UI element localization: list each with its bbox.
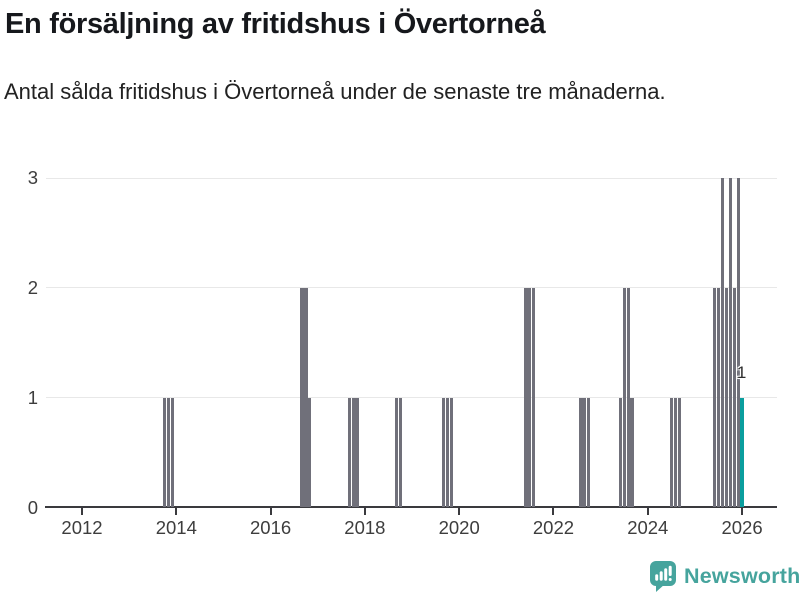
- bar: [579, 397, 583, 508]
- y-axis-label: 0: [27, 496, 38, 518]
- bar: [677, 397, 681, 508]
- y-axis-label: 2: [27, 276, 38, 298]
- x-axis-label: 2016: [250, 517, 292, 538]
- bar: [673, 397, 677, 508]
- bar: [736, 178, 740, 508]
- bar: [630, 397, 634, 508]
- bar: [170, 397, 174, 508]
- x-axis-label: 2026: [721, 517, 763, 538]
- bar: [622, 287, 626, 508]
- bar: [351, 397, 355, 508]
- bar: [524, 287, 528, 508]
- bar: [712, 287, 717, 508]
- x-axis-tick: [81, 508, 83, 515]
- bar: [728, 178, 732, 508]
- bar: [162, 397, 167, 508]
- x-axis-tick: [363, 508, 366, 515]
- newsworthy-speech-bubble-bar-chart-icon: [650, 561, 676, 592]
- newsworthy-logo: Newsworthy: [649, 560, 800, 593]
- bar: [587, 397, 591, 508]
- x-axis-line: [45, 506, 777, 508]
- chart-title: En försäljning av fritidshus i Övertorne…: [5, 8, 546, 40]
- bar: [347, 397, 351, 508]
- bar: [716, 287, 721, 508]
- bar: [308, 397, 312, 508]
- bar: [449, 397, 453, 508]
- bar: [528, 287, 532, 508]
- x-axis-label: 2018: [344, 517, 386, 538]
- bar: [618, 397, 622, 508]
- x-axis-tick: [552, 508, 555, 515]
- x-axis-label: 2014: [155, 517, 197, 538]
- newsworthy-logo-text: Newsworthy: [684, 564, 800, 588]
- x-axis-tick: [741, 508, 744, 515]
- x-axis-tick: [458, 508, 461, 515]
- bar: [669, 397, 673, 508]
- bar: [445, 397, 449, 508]
- bar: [398, 397, 402, 508]
- chart-subtitle: Antal sålda fritidshus i Övertorneå unde…: [4, 79, 666, 104]
- x-axis-label: 2020: [438, 517, 480, 538]
- gridline: [46, 397, 777, 399]
- bar: [394, 397, 398, 508]
- x-axis-tick: [646, 508, 649, 515]
- bar: [441, 397, 446, 508]
- bar: [720, 178, 724, 508]
- x-axis-tick: [269, 508, 272, 515]
- bar: [532, 287, 536, 508]
- x-axis-label: 2024: [627, 517, 669, 538]
- bar: [304, 287, 308, 508]
- y-axis-label: 3: [27, 167, 38, 188]
- bar: [732, 287, 736, 508]
- bar: [583, 397, 587, 508]
- x-axis-tick: [175, 508, 178, 515]
- x-axis-label: 2012: [61, 517, 103, 538]
- bar: [626, 287, 630, 508]
- bar: [300, 287, 304, 508]
- x-axis-label: 2022: [532, 517, 575, 538]
- highlighted-bar: [740, 397, 744, 508]
- bar-value-label: 1: [736, 362, 747, 382]
- y-axis-label: 1: [27, 386, 38, 408]
- gridline: [46, 287, 777, 289]
- gridline: [46, 177, 777, 179]
- bar: [166, 397, 170, 508]
- bar: [724, 287, 728, 508]
- bar: [355, 397, 359, 508]
